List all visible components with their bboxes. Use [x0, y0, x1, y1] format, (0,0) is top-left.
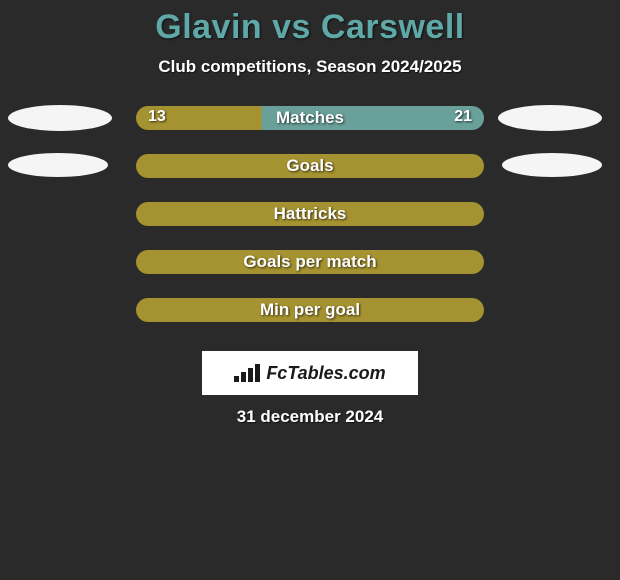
stat-value-left: 13	[148, 108, 166, 126]
stat-label: Min per goal	[136, 300, 484, 320]
stat-bar: Goals per match	[136, 250, 484, 274]
brand-badge[interactable]: FcTables.com	[202, 351, 418, 395]
footer-date: 31 december 2024	[0, 407, 620, 427]
player-marker-right	[498, 105, 602, 131]
subtitle: Club competitions, Season 2024/2025	[0, 57, 620, 77]
stat-label: Goals	[136, 156, 484, 176]
brand-text: FcTables.com	[266, 363, 385, 384]
player-marker-left	[8, 105, 112, 131]
player-marker-left	[8, 153, 108, 177]
page-title: Glavin vs Carswell	[0, 8, 620, 47]
comparison-row: 13Matches21	[0, 105, 620, 131]
comparison-row: Hattricks	[0, 201, 620, 227]
comparison-rows: 13Matches21 Goals Hattricks Goals per match…	[0, 105, 620, 323]
stat-value-right: 21	[454, 108, 472, 126]
stat-bar: Hattricks	[136, 202, 484, 226]
comparison-row: Min per goal	[0, 297, 620, 323]
stat-bar: Goals	[136, 154, 484, 178]
stat-label: Goals per match	[136, 252, 484, 272]
player-marker-right	[502, 153, 602, 177]
bar-chart-icon	[234, 364, 260, 382]
stat-bar: Min per goal	[136, 298, 484, 322]
infographic-container: Glavin vs Carswell Club competitions, Se…	[0, 0, 620, 427]
comparison-row: Goals	[0, 153, 620, 179]
stat-label: Matches	[136, 108, 484, 128]
stat-bar: 13Matches21	[136, 106, 484, 130]
stat-label: Hattricks	[136, 204, 484, 224]
comparison-row: Goals per match	[0, 249, 620, 275]
